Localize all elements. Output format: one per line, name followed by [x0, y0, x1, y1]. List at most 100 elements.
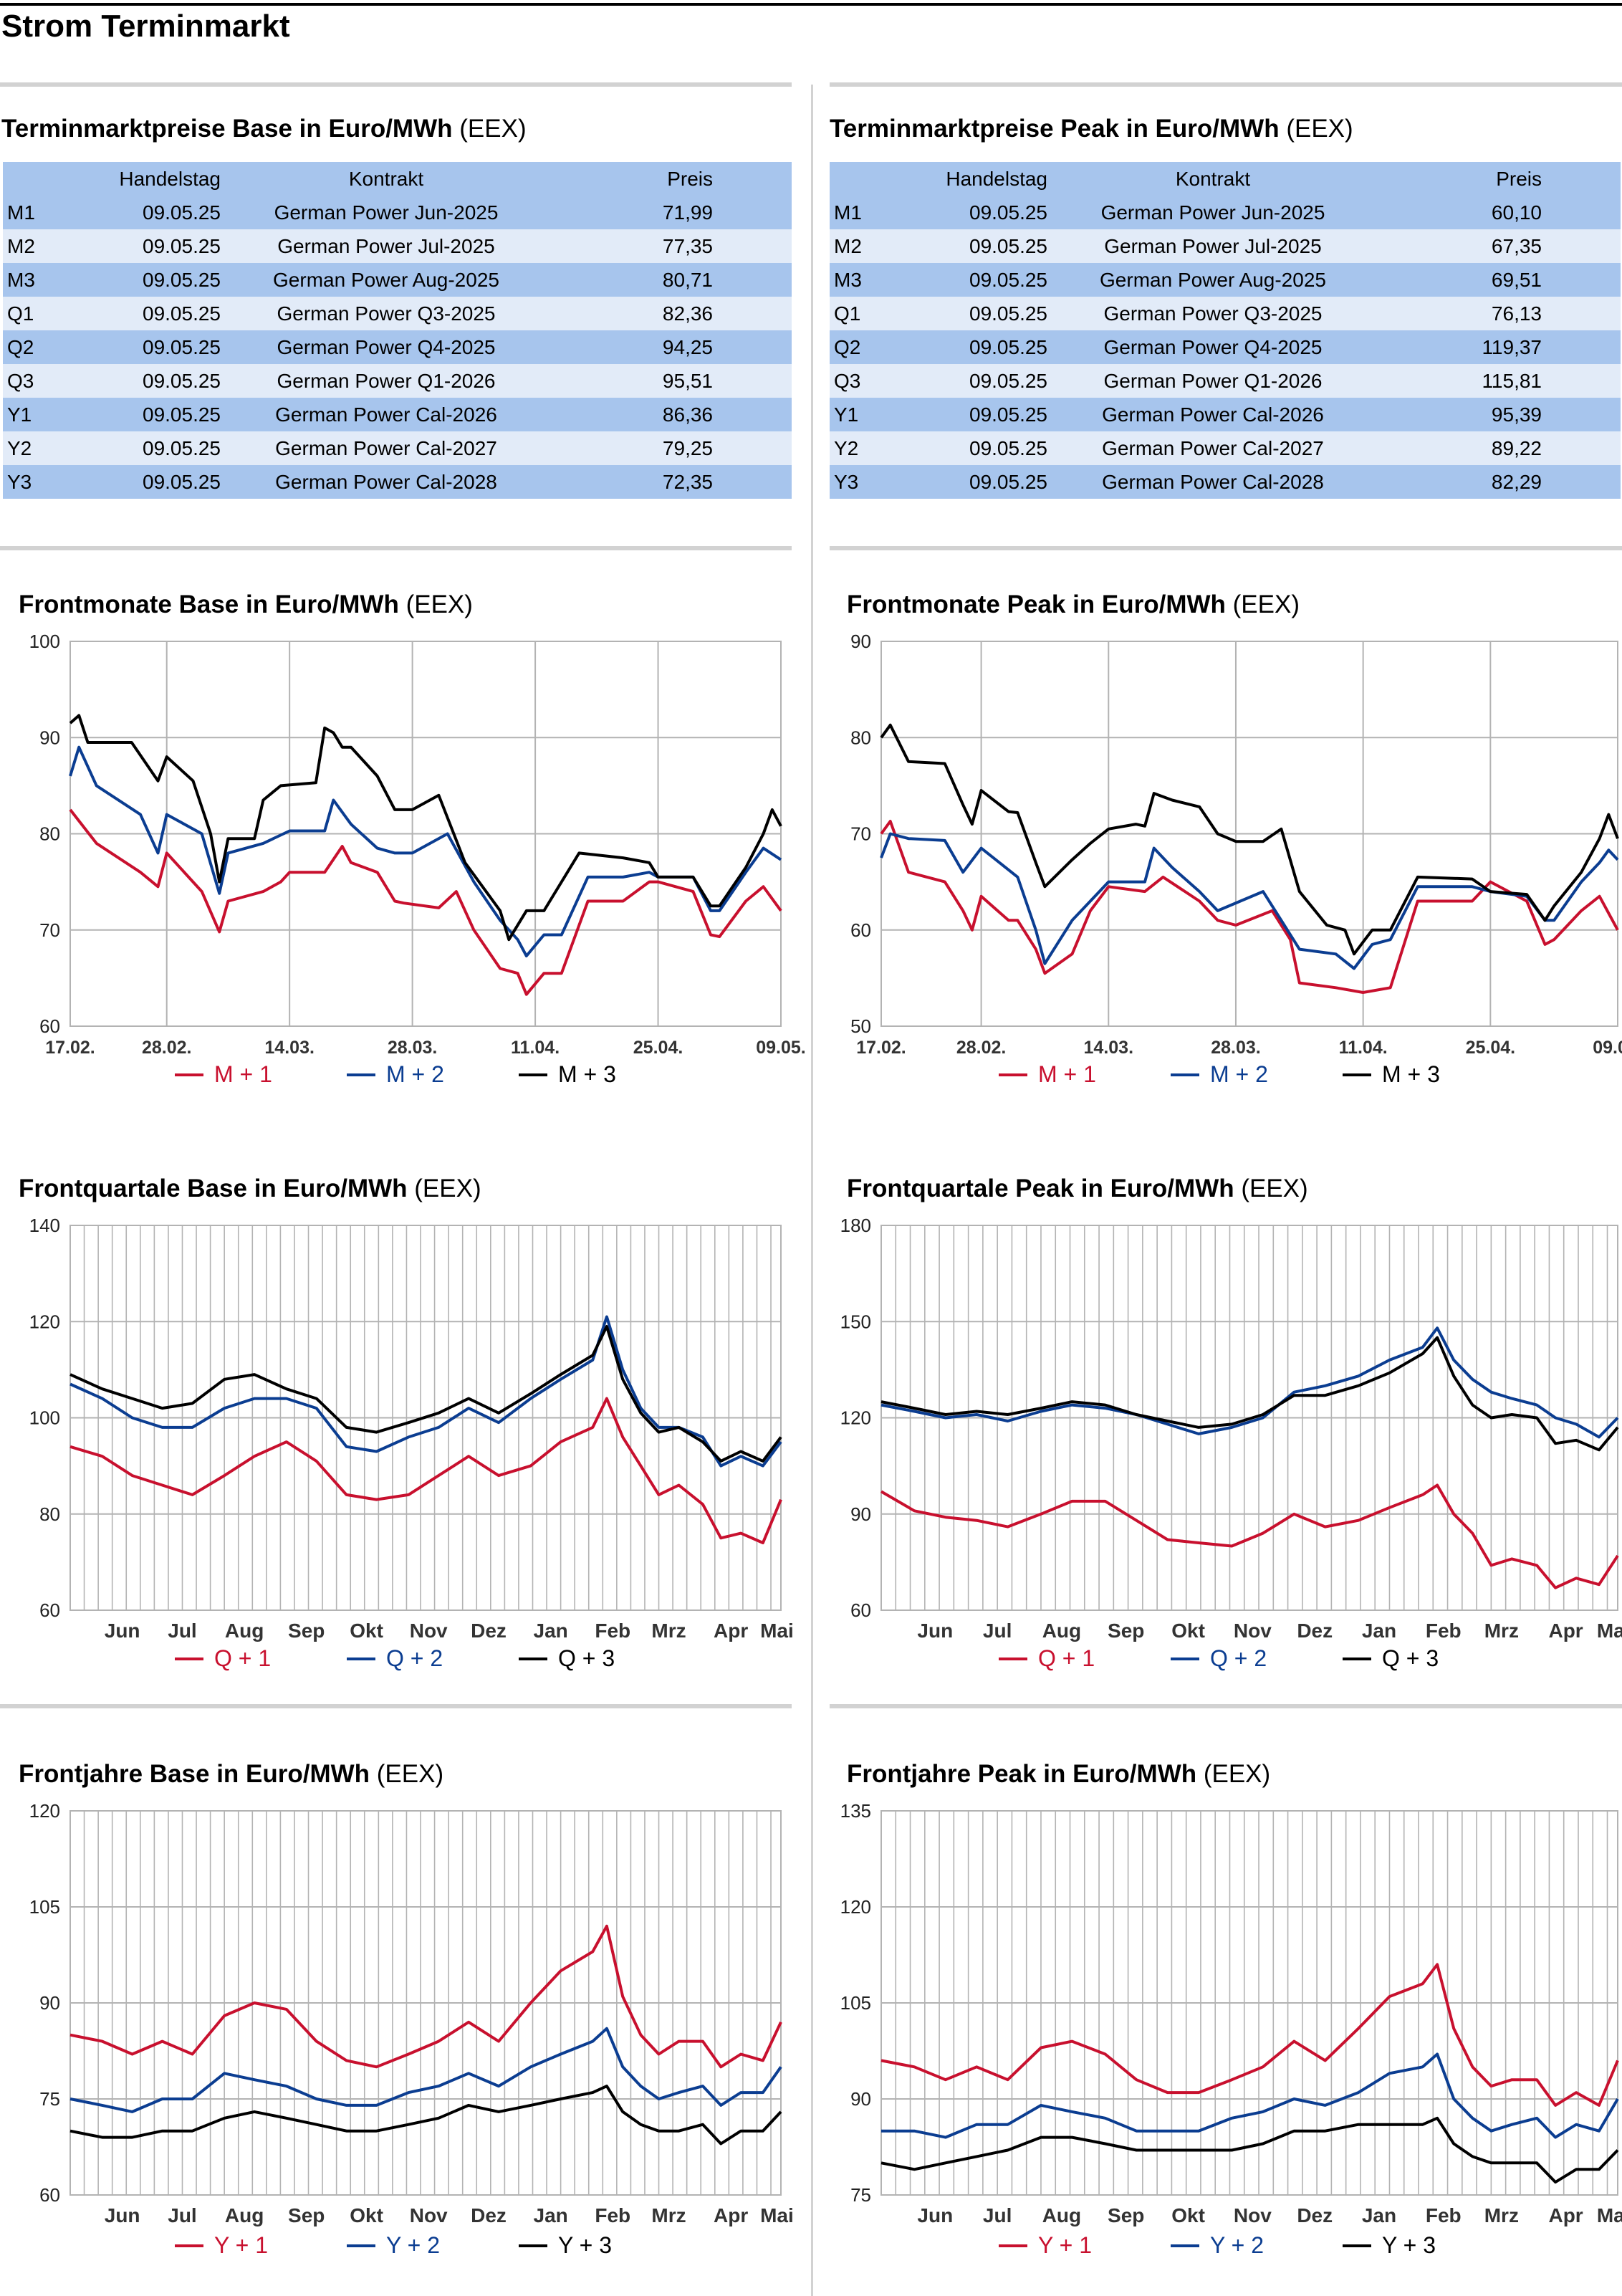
legend-label: Q + 3 [1382, 1645, 1439, 1671]
table-row: Q2 09.05.25 German Power Q4-2025 119,37 [830, 330, 1621, 364]
legend-label: M + 3 [1382, 1061, 1440, 1087]
series-line [880, 832, 1619, 970]
table-header-cell: Preis [667, 167, 713, 190]
series-line [69, 1325, 782, 1463]
y-tick-label: 120 [840, 1407, 871, 1429]
chart-title-bold: Frontmonate Base in Euro/MWh [19, 590, 399, 618]
column-separator [811, 85, 813, 2296]
x-tick-label: 17.02. [856, 1038, 906, 1058]
series-line [69, 1397, 782, 1544]
x-tick-label: Okt [350, 2204, 383, 2226]
x-tick-label: Mai [1597, 2204, 1622, 2226]
legend-label: Y + 3 [1382, 2232, 1436, 2258]
frontmonate-peak-chart: Frontmonate Peak in Euro/MWh (EEX) 50 60 70… [847, 590, 1622, 1087]
table-cell: 72,35 [662, 470, 713, 493]
chart-title-source: (EEX) [370, 1760, 443, 1788]
series-line [880, 2116, 1619, 2184]
table-header-cell [830, 162, 908, 196]
x-tick-label: 11.04. [1339, 1038, 1388, 1058]
table-cell: 80,71 [662, 268, 713, 291]
table-cell: 09.05.25 [969, 268, 1047, 291]
frontquartale-base-chart: Frontquartale Base in Euro/MWh (EEX) 60 80… [19, 1175, 794, 1671]
table-cell: German Power Q4-2025 [1103, 335, 1323, 358]
table-row: Y1 09.05.25 German Power Cal-2026 95,39 [830, 398, 1621, 431]
table-cell: German Power Q3-2025 [277, 302, 496, 325]
top-rule [0, 3, 1622, 6]
y-tick-label: 100 [29, 631, 60, 652]
y-tick-label: 70 [39, 919, 60, 941]
table-row: Q1 09.05.25 German Power Q3-2025 82,36 [3, 297, 792, 330]
chart-title-source: (EEX) [1226, 590, 1300, 618]
frontmonate-base-chart: Frontmonate Base in Euro/MWh (EEX) 60 70 80… [19, 590, 806, 1087]
chart-title: Frontjahre Peak in Euro/MWh (EEX) [847, 1760, 1270, 1788]
table-header-cell: Kontrakt [1175, 167, 1251, 190]
x-tick-label: Mrz [651, 1620, 686, 1642]
table-cell: German Power Jun-2025 [1100, 201, 1325, 224]
table-cell: 79,25 [662, 436, 713, 459]
legend-label: Y + 1 [1038, 2232, 1092, 2258]
x-tick-label: Jan [1362, 2204, 1396, 2226]
table-cell: 09.05.25 [969, 436, 1047, 459]
table-cell: M2 [7, 234, 35, 257]
plot-frame [880, 1810, 1618, 2196]
x-tick-label: Apr [1548, 1620, 1583, 1642]
y-tick-label: 140 [29, 1215, 60, 1236]
x-tick-label: Sep [288, 1620, 325, 1642]
table-cell: 77,35 [662, 234, 713, 257]
x-tick-label: Jul [168, 1620, 196, 1642]
table-cell: 69,51 [1491, 268, 1542, 291]
x-tick-label: Aug [1042, 1620, 1081, 1642]
y-tick-label: 120 [29, 1800, 60, 1822]
table-cell: 09.05.25 [143, 234, 221, 257]
legend-label: M + 1 [1038, 1061, 1096, 1087]
y-tick-label: 90 [850, 2088, 871, 2110]
separator-line [0, 546, 792, 550]
x-tick-label: Mai [760, 2204, 794, 2226]
x-tick-label: Okt [1171, 1620, 1205, 1642]
x-tick-label: Jun [917, 1620, 953, 1642]
frontjahre-base-chart: Frontjahre Base in Euro/MWh (EEX) 60 75 90 1… [19, 1760, 794, 2258]
table-row: Q1 09.05.25 German Power Q3-2025 76,13 [830, 297, 1621, 330]
x-tick-label: 14.03. [1084, 1038, 1134, 1058]
y-tick-label: 90 [39, 727, 60, 748]
table-cell: 09.05.25 [143, 470, 221, 493]
chart-title-source: (EEX) [399, 590, 473, 618]
table-header-cell: Kontrakt [348, 167, 424, 190]
table-cell: 09.05.25 [969, 201, 1047, 224]
table-cell: Y1 [834, 403, 859, 426]
table-cell: 09.05.25 [143, 403, 221, 426]
table-cell: 89,22 [1491, 436, 1542, 459]
x-tick-label: Feb [1426, 2204, 1462, 2226]
y-tick-label: 90 [850, 1503, 871, 1525]
chart-title-bold: Frontjahre Peak in Euro/MWh [847, 1760, 1196, 1788]
x-tick-label: Jun [105, 1620, 140, 1642]
table-cell: German Power Jul-2025 [1104, 234, 1322, 257]
table-cell: 71,99 [662, 201, 713, 224]
chart-title-bold: Frontquartale Peak in Euro/MWh [847, 1175, 1234, 1202]
y-tick-label: 60 [39, 1015, 60, 1037]
plot-frame [69, 1225, 782, 1611]
table-cell: German Power Aug-2025 [273, 268, 499, 291]
chart-title-source: (EEX) [408, 1175, 481, 1202]
table-cell: 115,81 [1482, 369, 1542, 392]
series-line [880, 1483, 1619, 1589]
table-cell: 09.05.25 [969, 335, 1047, 358]
chart-title-bold: Frontquartale Base in Euro/MWh [19, 1175, 408, 1202]
x-tick-label: Jan [534, 1620, 568, 1642]
table-header-cell: Handelstag [119, 167, 221, 190]
x-tick-label: Nov [410, 1620, 448, 1642]
x-tick-label: Apr [714, 2204, 748, 2226]
separator-line [0, 1704, 792, 1708]
table-cell: 09.05.25 [969, 470, 1047, 493]
frontquartale-peak-chart: Frontquartale Peak in Euro/MWh (EEX) 60 90… [840, 1175, 1622, 1671]
table-cell: German Power Cal-2028 [1102, 470, 1324, 493]
separator-line [830, 82, 1622, 87]
table-cell: German Power Cal-2027 [1102, 436, 1324, 459]
table-cell: 95,51 [662, 369, 713, 392]
table-cell: Q3 [7, 369, 34, 392]
y-tick-label: 90 [850, 631, 871, 652]
x-tick-label: Jul [983, 1620, 1012, 1642]
legend-label: M + 1 [214, 1061, 272, 1087]
chart-title: Frontjahre Base in Euro/MWh (EEX) [19, 1760, 443, 1788]
x-tick-label: Sep [1108, 2204, 1144, 2226]
